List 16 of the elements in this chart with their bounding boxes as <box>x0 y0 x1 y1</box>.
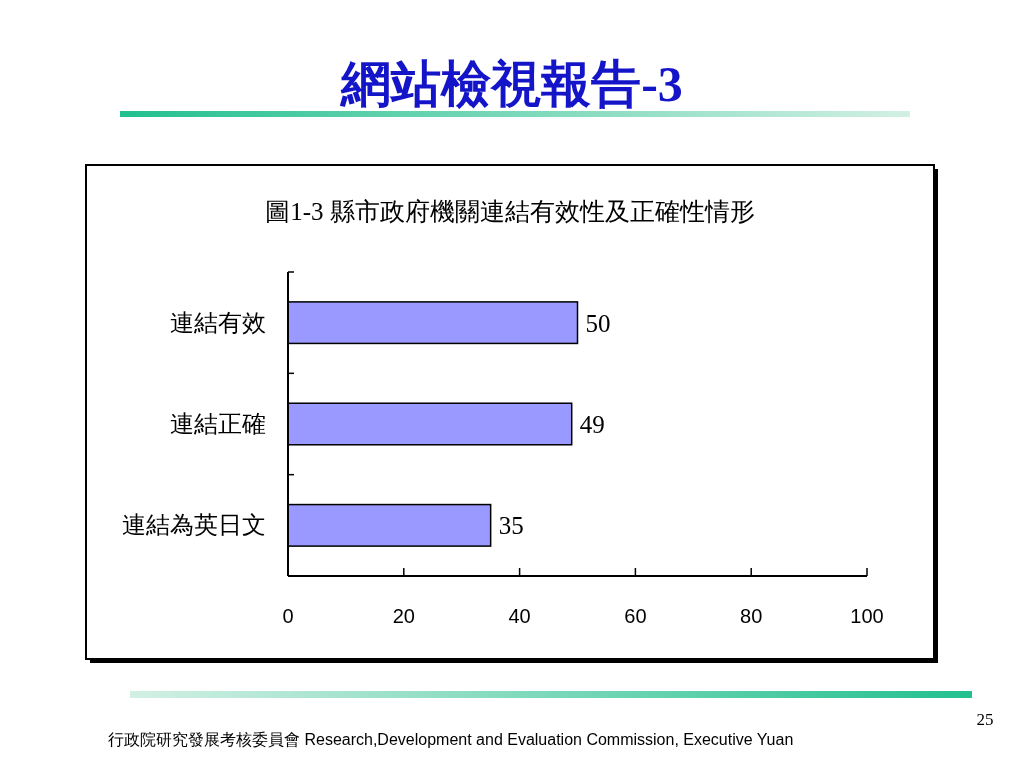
x-tick-label: 20 <box>392 605 415 627</box>
x-tick-label: 100 <box>850 605 884 627</box>
y-tick-label: 連結正確 <box>170 411 266 437</box>
chart-title: 網站檢視報告-3 <box>339 56 683 112</box>
text: 25 <box>976 710 994 729</box>
data-label: 50 <box>585 309 611 337</box>
text: 行政院研究發展考核委員會 Research,Development and Evaluation Commission, Executive Yuan <box>108 731 794 748</box>
x-tick-label: 60 <box>624 605 647 627</box>
x-tick-label: 0 <box>282 605 294 627</box>
x-tick-label: 80 <box>740 605 763 627</box>
data-label: 49 <box>579 411 605 438</box>
y-tick-label: 連結有效 <box>170 309 266 336</box>
chart-subtitle: 圖1-3 縣市政府機關連結有效性及正確性情形 <box>265 198 755 225</box>
data-label: 35 <box>498 512 524 540</box>
y-tick-label: 連結為英日文 <box>122 512 266 539</box>
x-tick-label: 40 <box>508 605 531 627</box>
